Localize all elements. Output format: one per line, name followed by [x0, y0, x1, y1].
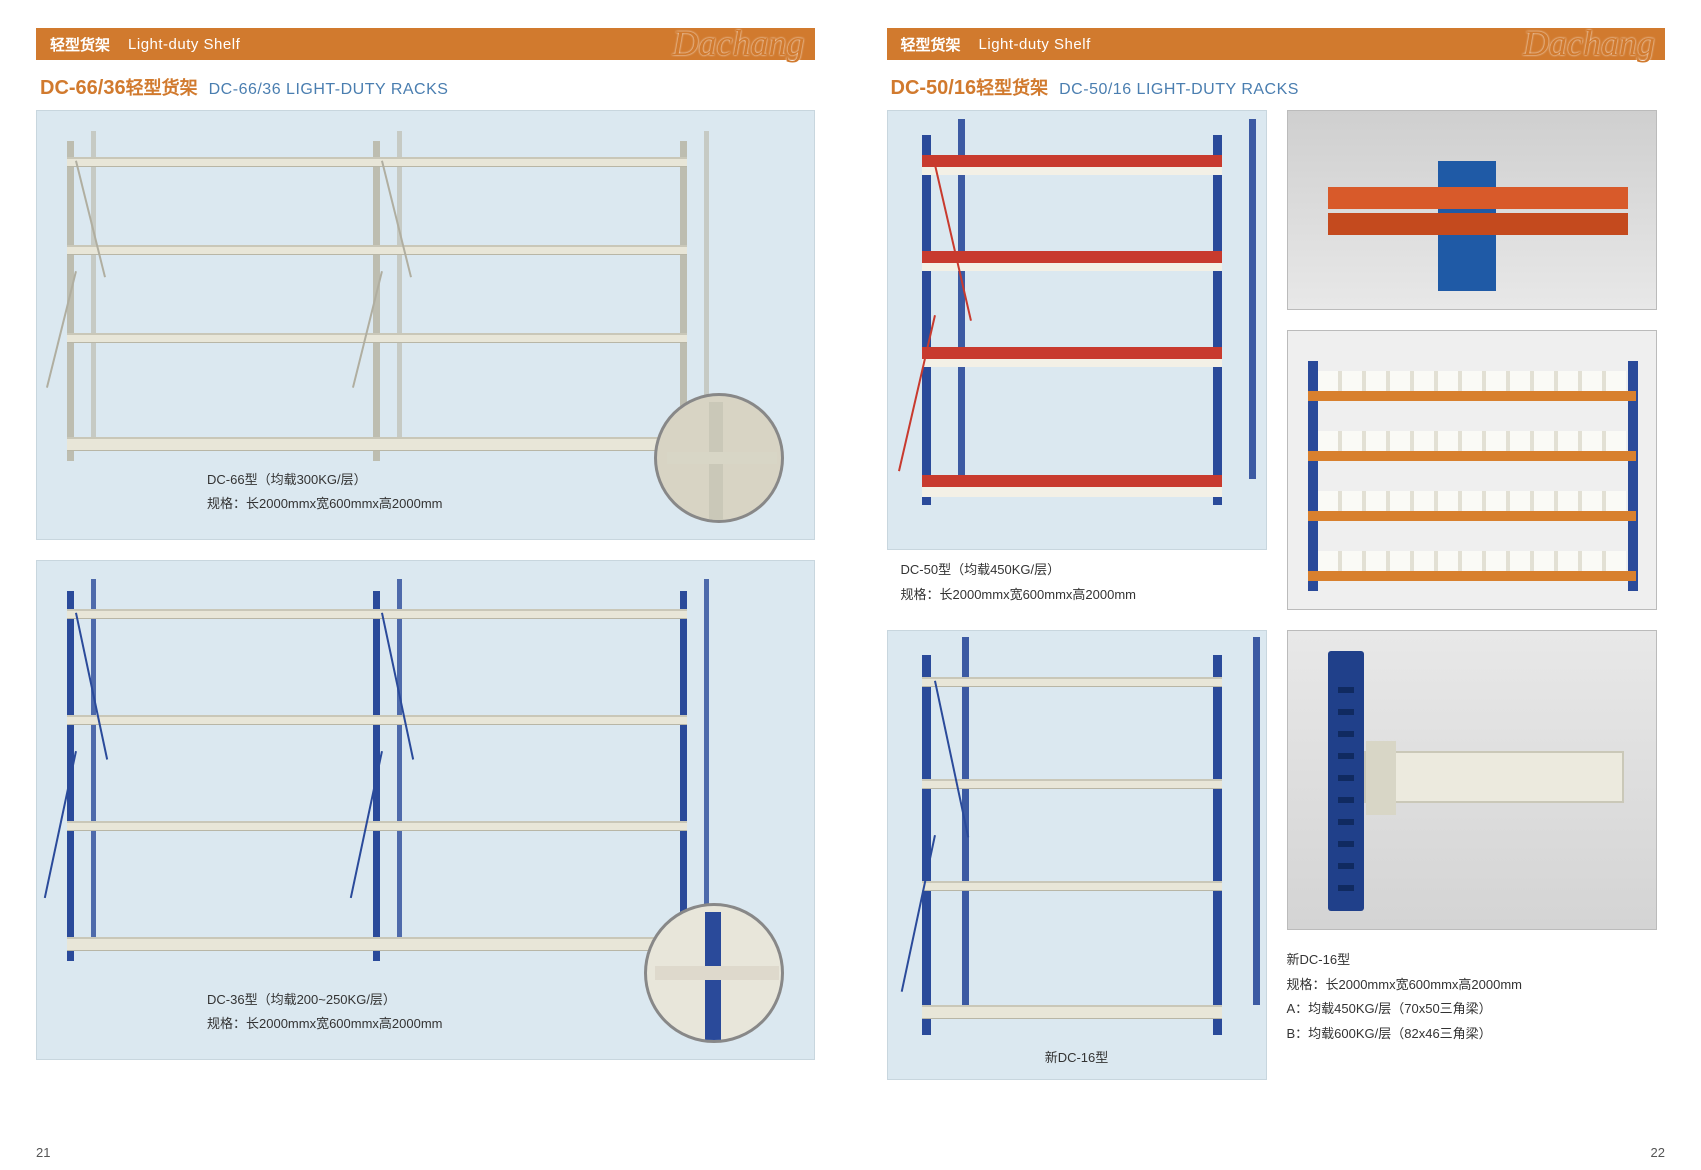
caption-dc66: DC-66型（均载300KG/层） 规格：长2000mmx宽600mmx高200… [207, 468, 443, 517]
panel-dc36: DC-36型（均载200~250KG/层） 规格：长2000mmx宽600mmx… [36, 560, 815, 1060]
dc50-spec: 规格：长2000mmx宽600mmx高2000mm [901, 583, 1137, 608]
dc36-spec: 规格：长2000mmx宽600mmx高2000mm [207, 1012, 443, 1037]
title-cn-r: 轻型货架 [976, 78, 1048, 98]
header-bar-left: 轻型货架 Light-duty Shelf Dachang [36, 28, 815, 60]
caption-dc50: DC-50型（均载450KG/层） 规格：长2000mmx宽600mmx高200… [901, 558, 1137, 607]
brand-logo-r: Dachang [1523, 22, 1655, 64]
page-right: 轻型货架 Light-duty Shelf Dachang DC-50/16轻型… [851, 0, 1701, 1170]
panel-dc50 [887, 110, 1267, 550]
dc16-line-a: A：均载450KG/层（70x50三角梁） [1287, 997, 1657, 1022]
title-en: DC-66/36 LIGHT-DUTY RACKS [209, 81, 449, 98]
header-en-r: Light-duty Shelf [979, 36, 1091, 53]
dc16-line-b: B：均载600KG/层（82x46三角梁） [1287, 1022, 1657, 1047]
caption-dc16-text: 新DC-16型 规格：长2000mmx宽600mmx高2000mm A：均载45… [1287, 948, 1657, 1047]
title-code: DC-66/36 [40, 77, 126, 99]
photo-warehouse [1287, 330, 1657, 610]
dc16-label: 新DC-16型 [888, 1046, 1266, 1071]
right-content: DC-50型（均载450KG/层） 规格：长2000mmx宽600mmx高200… [887, 110, 1666, 1156]
brand-logo: Dachang [673, 22, 805, 64]
title-en-r: DC-50/16 LIGHT-DUTY RACKS [1059, 81, 1299, 98]
header-cn: 轻型货架 [50, 34, 110, 55]
dc50-model: DC-50型（均载450KG/层） [901, 558, 1137, 583]
shelf-dc36 [67, 591, 687, 961]
detail-circle-dc36 [644, 903, 784, 1043]
dc66-spec: 规格：长2000mmx宽600mmx高2000mm [207, 492, 443, 517]
panel-dc66: DC-66型（均载300KG/层） 规格：长2000mmx宽600mmx高200… [36, 110, 815, 540]
dc66-model: DC-66型（均载300KG/层） [207, 468, 443, 493]
panel-dc16: 新DC-16型 [887, 630, 1267, 1080]
page-number-left: 21 [36, 1145, 50, 1160]
header-bar-right: 轻型货架 Light-duty Shelf Dachang [887, 28, 1666, 60]
photo-connector [1287, 110, 1657, 310]
shelf-dc16 [922, 655, 1222, 1035]
shelf-dc50 [922, 135, 1222, 505]
header-en: Light-duty Shelf [128, 36, 240, 53]
title-code-r: DC-50/16 [891, 77, 977, 99]
section-title-right: DC-50/16轻型货架 DC-50/16 LIGHT-DUTY RACKS [891, 74, 1666, 100]
page-left: 轻型货架 Light-duty Shelf Dachang DC-66/36轻型… [0, 0, 851, 1170]
dc16-heading: 新DC-16型 [1287, 948, 1657, 973]
photo-bracket [1287, 630, 1657, 930]
header-cn-r: 轻型货架 [901, 34, 961, 55]
dc36-model: DC-36型（均载200~250KG/层） [207, 988, 443, 1013]
section-title-left: DC-66/36轻型货架 DC-66/36 LIGHT-DUTY RACKS [40, 74, 815, 100]
page-number-right: 22 [1651, 1145, 1665, 1160]
shelf-dc66 [67, 141, 687, 461]
title-cn: 轻型货架 [126, 78, 198, 98]
detail-circle-dc66 [654, 393, 784, 523]
caption-dc36: DC-36型（均载200~250KG/层） 规格：长2000mmx宽600mmx… [207, 988, 443, 1037]
dc16-spec: 规格：长2000mmx宽600mmx高2000mm [1287, 973, 1657, 998]
